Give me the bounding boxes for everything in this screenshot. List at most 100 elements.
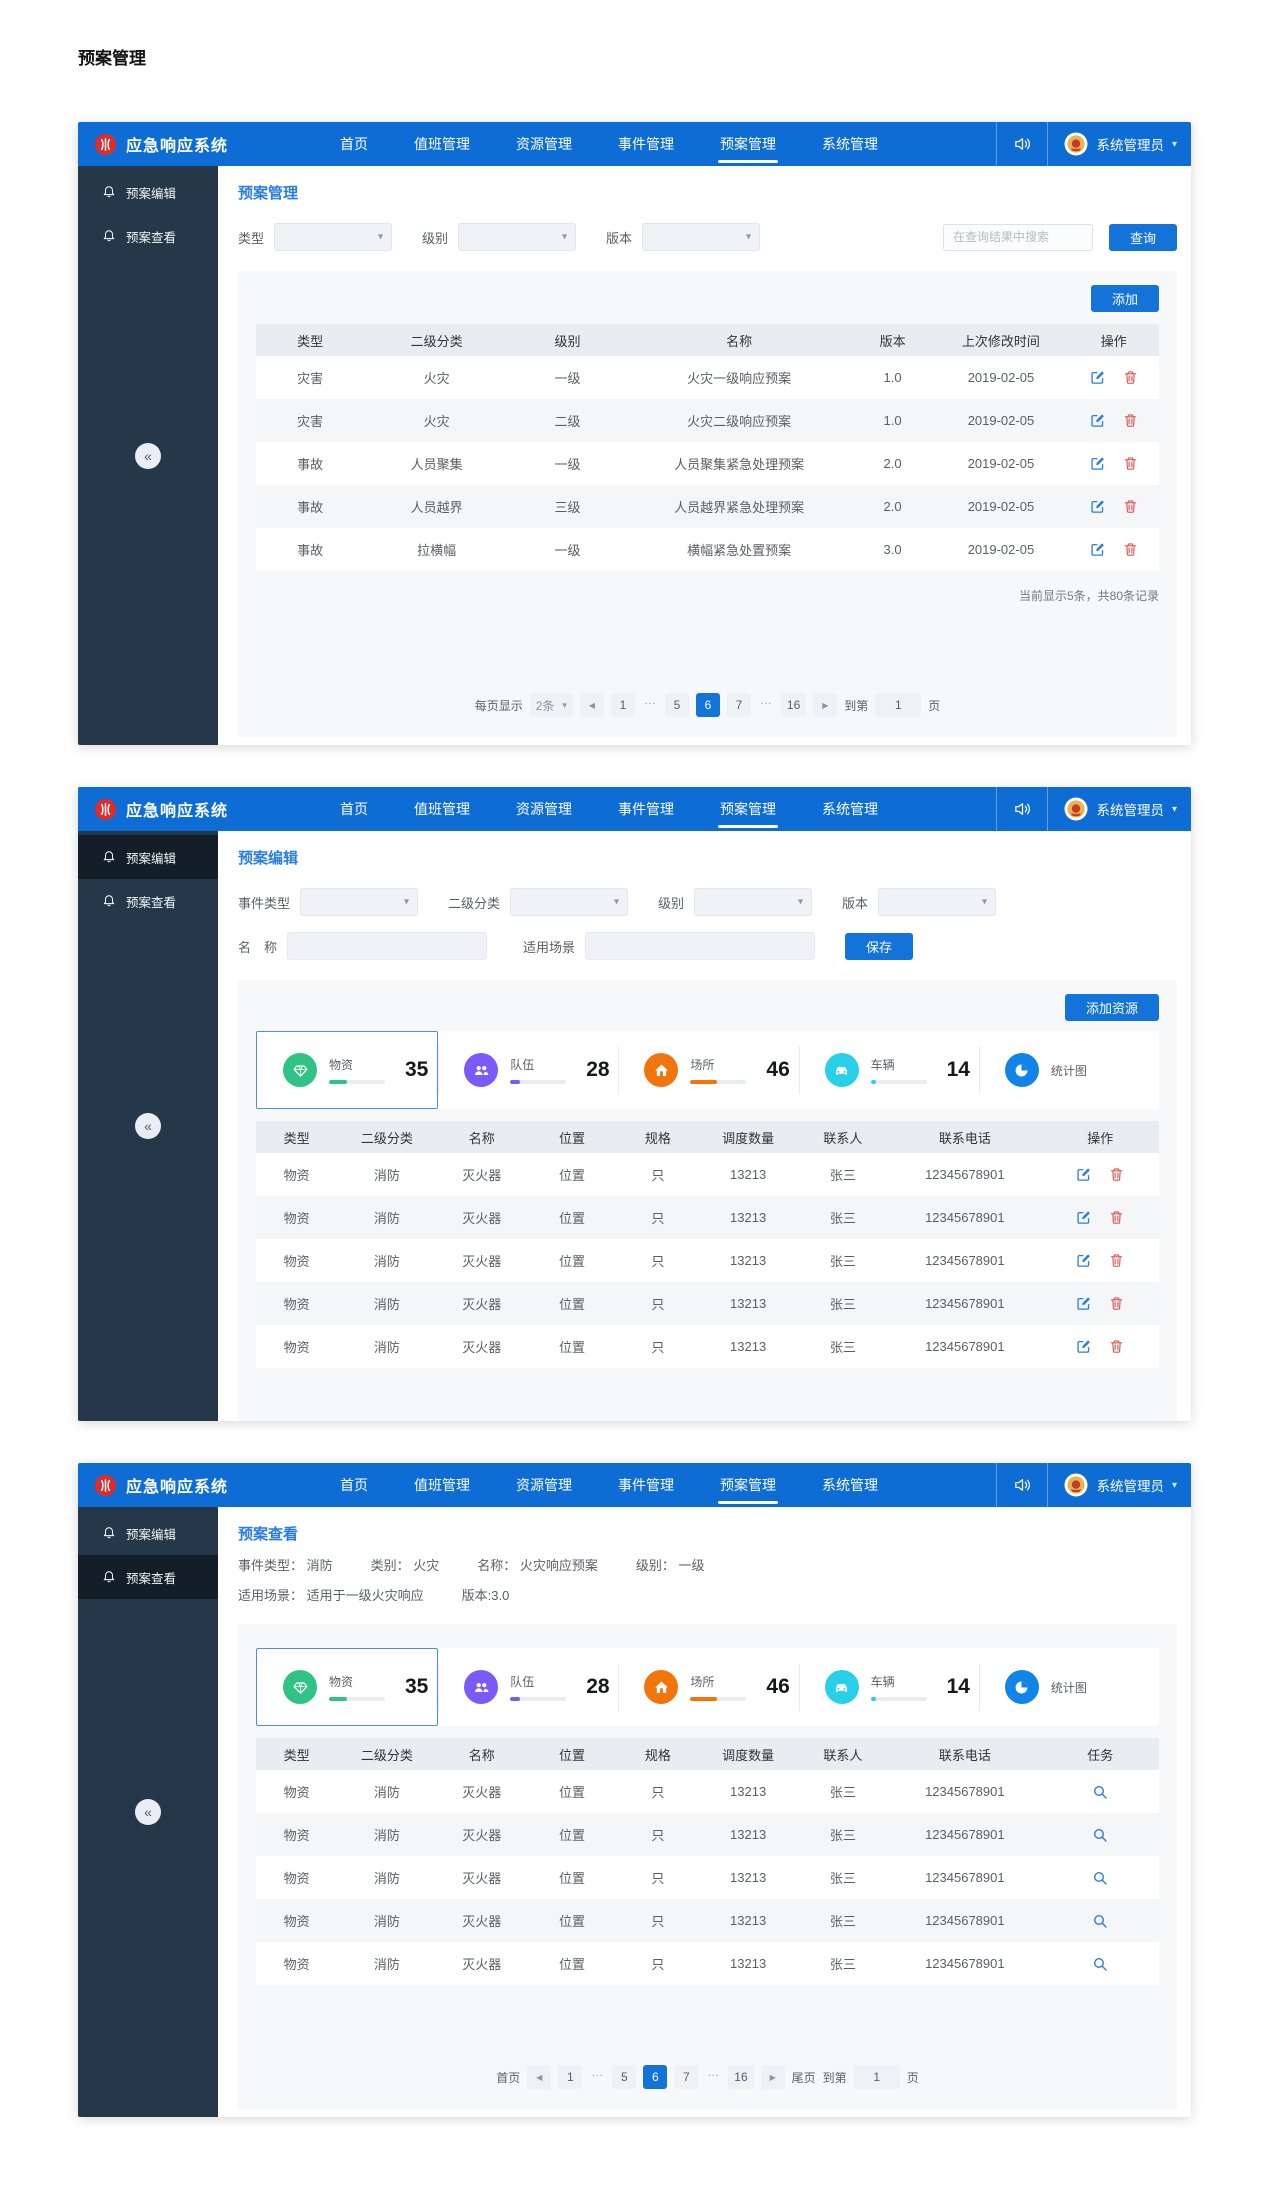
search-input[interactable] [942, 223, 1093, 251]
add-button[interactable]: 添加 [1090, 285, 1159, 312]
page-button[interactable]: 6 [643, 2065, 668, 2089]
nav-item[interactable]: 预案管理 [718, 122, 778, 166]
sidebar-item[interactable]: 预案查看 [78, 214, 218, 258]
search-button[interactable]: 查询 [1108, 223, 1177, 251]
resource-card[interactable]: 物资 35 [256, 1031, 439, 1109]
nav-item[interactable]: 预案管理 [718, 1463, 778, 1507]
collapse-button[interactable]: « [135, 1799, 161, 1825]
per-page-select[interactable]: 2条 ▾ [529, 693, 573, 717]
prev-page-button[interactable]: ◀ [527, 2065, 552, 2089]
sound-button[interactable] [996, 787, 1049, 831]
user-menu[interactable]: 系统管理员 ▾ [1048, 797, 1191, 821]
resource-card[interactable]: 统计图 [978, 1031, 1160, 1109]
add-resource-button[interactable]: 添加资源 [1064, 994, 1159, 1021]
user-menu[interactable]: 系统管理员 ▾ [1048, 1473, 1191, 1497]
resource-card[interactable]: 车辆 14 [798, 1031, 979, 1109]
nav-item[interactable]: 事件管理 [618, 801, 674, 817]
nav-item[interactable]: 值班管理 [414, 1477, 470, 1493]
resource-card[interactable]: 队伍 28 [438, 1648, 619, 1726]
page-button[interactable]: 1 [558, 2065, 583, 2089]
edit-icon[interactable] [1090, 499, 1105, 514]
edit-icon[interactable] [1076, 1210, 1091, 1225]
nav-item[interactable]: 事件管理 [618, 136, 674, 152]
last-page-button[interactable]: 尾页 [791, 2070, 816, 2085]
subtype-select[interactable]: ▾ [510, 888, 629, 916]
delete-icon[interactable] [1109, 1296, 1124, 1311]
nav-item[interactable]: 资源管理 [516, 136, 572, 152]
delete-icon[interactable] [1123, 456, 1138, 471]
next-page-button[interactable]: ▶ [760, 2065, 785, 2089]
name-input[interactable] [287, 932, 488, 960]
version-select[interactable]: ▾ [642, 223, 761, 251]
page-button[interactable]: 16 [728, 2065, 754, 2089]
resource-card[interactable]: 场所 46 [618, 1031, 799, 1109]
prev-page-button[interactable]: ◀ [579, 693, 604, 717]
page-button[interactable]: 5 [664, 693, 689, 717]
edit-icon[interactable] [1090, 413, 1105, 428]
type-select[interactable]: ▾ [274, 223, 393, 251]
sidebar-item[interactable]: 预案查看 [78, 1555, 218, 1599]
save-button[interactable]: 保存 [845, 932, 914, 960]
nav-item[interactable]: 系统管理 [822, 1477, 878, 1493]
collapse-button[interactable]: « [135, 1113, 161, 1139]
page-button[interactable]: 7 [726, 693, 751, 717]
nav-item[interactable]: 系统管理 [822, 801, 878, 817]
nav-item[interactable]: 值班管理 [414, 136, 470, 152]
level-select[interactable]: ▾ [694, 888, 813, 916]
edit-icon[interactable] [1090, 370, 1105, 385]
delete-icon[interactable] [1123, 370, 1138, 385]
delete-icon[interactable] [1123, 499, 1138, 514]
sidebar-item[interactable]: 预案编辑 [78, 170, 218, 214]
search-icon[interactable] [1092, 1956, 1108, 1972]
nav-item[interactable]: 首页 [340, 136, 368, 152]
resource-card[interactable]: 场所 46 [618, 1648, 799, 1726]
edit-icon[interactable] [1076, 1296, 1091, 1311]
search-icon[interactable] [1092, 1784, 1108, 1800]
delete-icon[interactable] [1123, 542, 1138, 557]
sound-button[interactable] [996, 122, 1049, 166]
goto-page-input[interactable] [853, 2065, 900, 2089]
delete-icon[interactable] [1109, 1339, 1124, 1354]
page-button[interactable]: 6 [695, 693, 720, 717]
delete-icon[interactable] [1109, 1167, 1124, 1182]
nav-item[interactable]: 首页 [340, 1477, 368, 1493]
page-button[interactable]: 7 [674, 2065, 699, 2089]
edit-icon[interactable] [1090, 456, 1105, 471]
next-page-button[interactable]: ▶ [813, 693, 838, 717]
search-icon[interactable] [1092, 1827, 1108, 1843]
nav-item[interactable]: 首页 [340, 801, 368, 817]
event-type-select[interactable]: ▾ [300, 888, 419, 916]
page-button[interactable]: 16 [780, 693, 807, 717]
version-select[interactable]: ▾ [878, 888, 997, 916]
search-icon[interactable] [1092, 1870, 1108, 1886]
nav-item[interactable]: 值班管理 [414, 801, 470, 817]
edit-icon[interactable] [1090, 542, 1105, 557]
first-page-button[interactable]: 首页 [496, 2070, 521, 2085]
resource-card[interactable]: 统计图 [978, 1648, 1160, 1726]
sidebar-item[interactable]: 预案查看 [78, 879, 218, 923]
edit-icon[interactable] [1076, 1253, 1091, 1268]
delete-icon[interactable] [1123, 413, 1138, 428]
nav-item[interactable]: 预案管理 [718, 787, 778, 831]
resource-card[interactable]: 物资 35 [256, 1648, 439, 1726]
sidebar-item[interactable]: 预案编辑 [78, 1511, 218, 1555]
page-button[interactable]: 5 [612, 2065, 637, 2089]
nav-item[interactable]: 资源管理 [516, 1477, 572, 1493]
collapse-button[interactable]: « [135, 442, 161, 469]
sidebar-item[interactable]: 预案编辑 [78, 835, 218, 879]
goto-page-input[interactable] [875, 693, 922, 717]
nav-item[interactable]: 事件管理 [618, 1477, 674, 1493]
delete-icon[interactable] [1109, 1210, 1124, 1225]
edit-icon[interactable] [1076, 1167, 1091, 1182]
nav-item[interactable]: 系统管理 [822, 136, 878, 152]
edit-icon[interactable] [1076, 1339, 1091, 1354]
search-icon[interactable] [1092, 1913, 1108, 1929]
page-button[interactable]: 1 [610, 693, 635, 717]
sound-button[interactable] [996, 1463, 1049, 1507]
user-menu[interactable]: 系统管理员 ▾ [1048, 132, 1191, 156]
scene-input[interactable] [585, 932, 816, 960]
resource-card[interactable]: 车辆 14 [798, 1648, 979, 1726]
resource-card[interactable]: 队伍 28 [438, 1031, 619, 1109]
level-select[interactable]: ▾ [458, 223, 577, 251]
nav-item[interactable]: 资源管理 [516, 801, 572, 817]
